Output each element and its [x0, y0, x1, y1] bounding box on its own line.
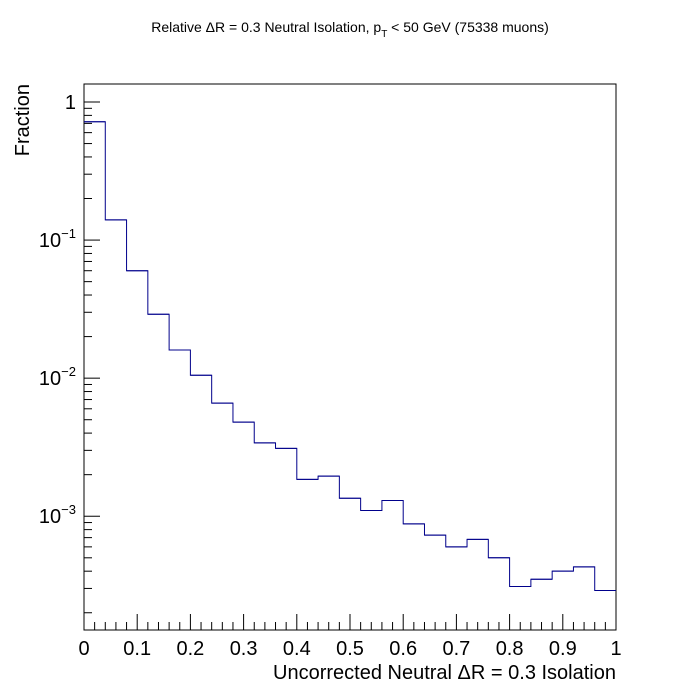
x-tick-label: 0.4	[283, 638, 311, 660]
chart-title-middle: R = 0.3 Neutral Isolation, p	[215, 19, 381, 35]
y-axis-title: Fraction	[12, 84, 34, 156]
x-tick-label: 0	[78, 638, 89, 660]
chart-title: Relative ΔR = 0.3 Neutral Isolation, pT …	[151, 19, 549, 40]
y-tick-label: 1	[65, 92, 76, 114]
x-axis-title: Uncorrected Neutral ΔR = 0.3 Isolation	[273, 662, 616, 684]
chart-title-prefix: Relative	[151, 19, 205, 35]
histogram-series-line	[84, 121, 616, 591]
x-tick-label: 0.2	[176, 638, 204, 660]
x-axis-title-prefix: Uncorrected Neutral	[273, 662, 458, 684]
chart-title-delta: Δ	[206, 19, 215, 35]
x-tick-label: 0.9	[549, 638, 577, 660]
x-tick-label: 1	[610, 638, 621, 660]
x-tick-label: 0.6	[389, 638, 417, 660]
plot-frame	[83, 83, 617, 631]
x-tick-label: 0.8	[496, 638, 524, 660]
chart-title-suffix: < 50 GeV (75338 muons)	[387, 19, 549, 35]
y-tick-label: 10−2	[39, 364, 76, 390]
y-tick-label: 10−1	[39, 226, 76, 252]
x-axis-title-delta: Δ	[458, 662, 471, 684]
x-axis-title-suffix: R = 0.3 Isolation	[471, 662, 616, 684]
y-axis-tick-labels: 1 10−1 10−2 10−3	[39, 92, 76, 528]
histogram-bins	[84, 121, 616, 591]
x-tick-label: 0.3	[230, 638, 258, 660]
x-axis-tick-labels: 0 0.1 0.2 0.3 0.4 0.5 0.6 0.7 0.8 0.9 1	[78, 638, 621, 660]
chart-title-subscript: T	[381, 29, 387, 40]
y-tick-label: 10−3	[39, 502, 76, 528]
x-axis-ticks	[83, 614, 617, 630]
x-tick-label: 0.5	[336, 638, 364, 660]
x-tick-label: 0.1	[123, 638, 151, 660]
x-tick-label: 0.7	[442, 638, 470, 660]
y-axis-ticks	[84, 101, 100, 614]
